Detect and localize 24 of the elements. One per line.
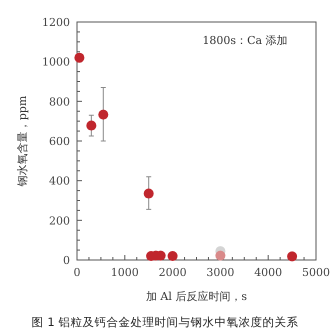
x-tick-label: 4000	[254, 266, 282, 279]
y-axis-title: 钢水氧含量，ppm	[16, 95, 29, 188]
text: 图 1 铝粒及钙合金处理时间与钢水中氧浓度的关系	[32, 315, 298, 329]
point	[287, 251, 298, 262]
point	[144, 188, 154, 199]
x-tick-label: 2000	[158, 266, 187, 279]
y-tick-label: 400	[49, 174, 70, 188]
y-tick-label: 1200	[42, 16, 70, 29]
y-tick-label: 1000	[42, 56, 70, 69]
x-tick-label: 5000	[302, 266, 330, 279]
point	[168, 251, 178, 262]
x-tick-label: 0	[74, 266, 80, 279]
x-tick-label: 1000	[110, 266, 139, 279]
point	[86, 120, 96, 131]
annotation: 1800s：Ca 添加	[202, 34, 288, 47]
point	[74, 52, 84, 63]
y-tick-label: 600	[49, 135, 70, 148]
point	[215, 250, 226, 261]
x-tick-label: 3000	[206, 266, 234, 279]
y-tick-label: 0	[63, 254, 70, 267]
x-axis-title: 加 Al 后反应时间，s	[146, 290, 248, 303]
y-tick-label: 800	[49, 95, 70, 108]
point	[98, 110, 108, 120]
y-tick-label: 200	[49, 214, 70, 228]
